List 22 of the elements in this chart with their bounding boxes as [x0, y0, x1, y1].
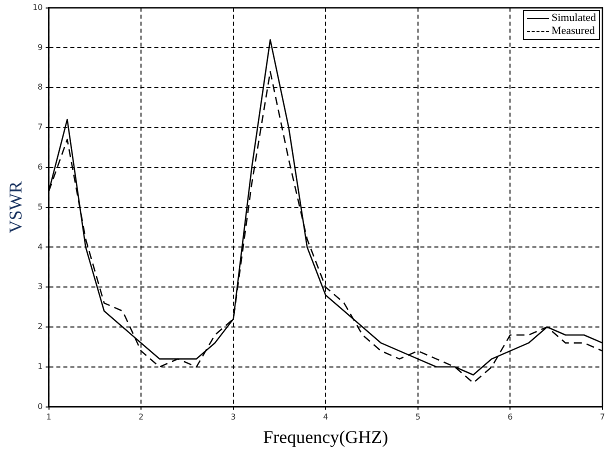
y-tick-label: 5 — [38, 202, 43, 212]
x-tick-label: 1 — [46, 412, 52, 422]
y-tick-label: 0 — [38, 402, 43, 411]
x-tick-label: 6 — [508, 412, 513, 422]
x-axis-title: Frequency(GHZ) — [263, 426, 388, 447]
y-tick-label: 2 — [38, 322, 43, 332]
y-tick-label: 8 — [38, 82, 43, 92]
y-tick-label: 10 — [32, 2, 43, 12]
y-tick-label: 4 — [38, 242, 43, 252]
x-tick-label: 2 — [138, 412, 144, 422]
y-axis-title: VSWR — [6, 181, 26, 234]
x-tick-label: 3 — [230, 412, 236, 422]
y-tick-label: 6 — [38, 162, 43, 172]
legend-label: Measured — [551, 24, 595, 38]
y-tick-label: 9 — [38, 42, 43, 52]
y-tick-label: 1 — [38, 362, 43, 371]
legend-label: Simulated — [551, 12, 596, 25]
y-tick-label: 3 — [38, 282, 43, 292]
y-tick-label: 7 — [38, 122, 43, 132]
x-tick-label: 7 — [600, 412, 605, 422]
x-tick-label: 5 — [415, 412, 420, 422]
x-tick-label: 4 — [323, 412, 328, 422]
